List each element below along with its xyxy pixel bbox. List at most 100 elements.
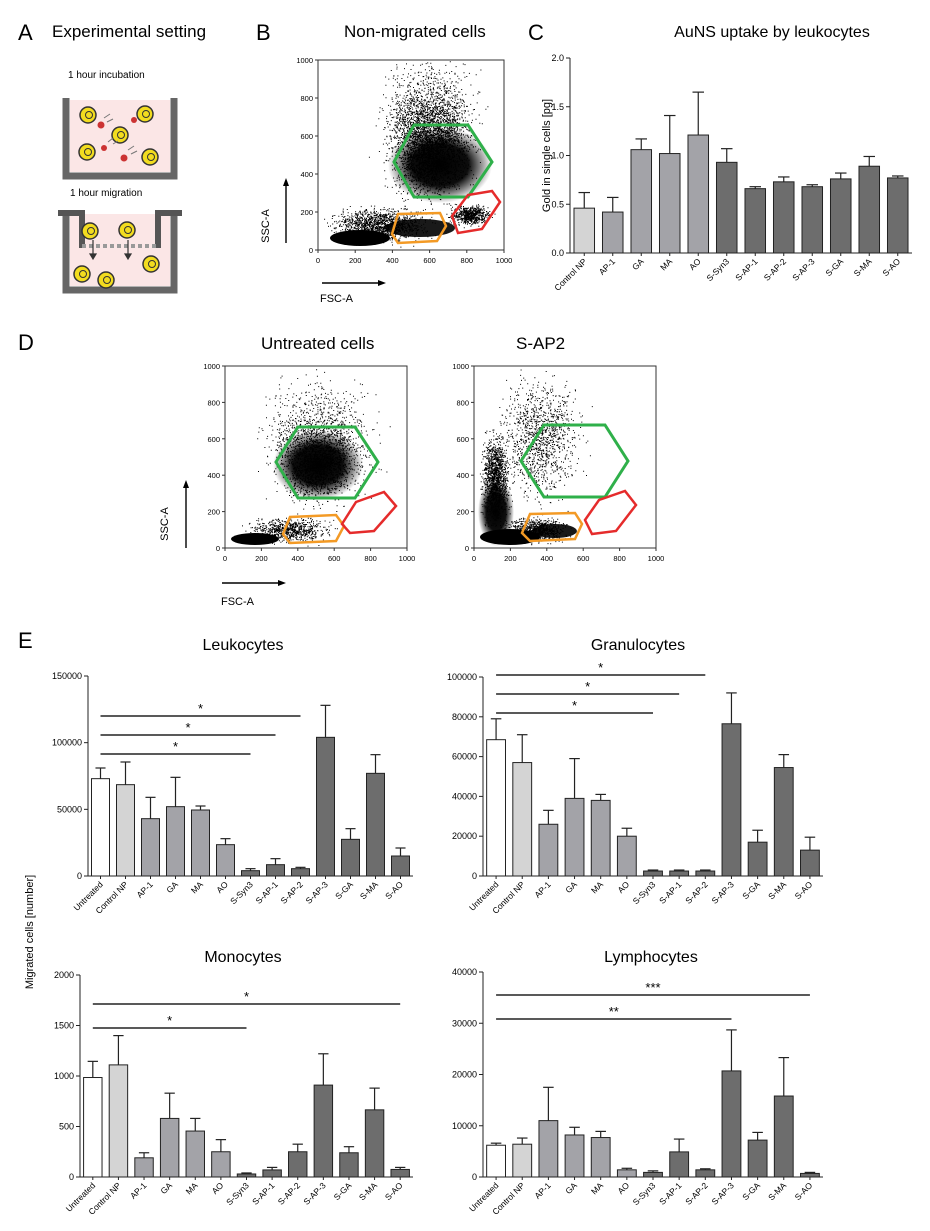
bar: [91, 778, 110, 877]
axis-ticks: 00 200 200 400 400 600 600 800 800 1000 1000: [296, 56, 512, 265]
y-tick-label: 80000: [452, 712, 477, 722]
axis-ticks: 00 200 200 400 400 600 600 800 800 1000 1000: [203, 362, 415, 563]
x-tick-label: 600: [577, 554, 590, 563]
y-tick-label: 1.5: [551, 102, 564, 112]
x-tick-label: 1000: [648, 554, 665, 563]
bar: [538, 1120, 559, 1178]
x-tick-label: S-Syn3: [631, 879, 658, 906]
granulocyte-gate: [274, 425, 380, 500]
x-tick-label: S-AP-3: [709, 1180, 736, 1207]
chart-title: AuNS uptake by leukocytes: [674, 24, 870, 41]
panel-c-letter: C: [528, 20, 544, 45]
y-tick-label: 500: [59, 1122, 74, 1132]
cell-icon: [78, 105, 159, 166]
x-tick-label: S-AP-2: [762, 256, 789, 283]
lymphocyte-gate: [520, 511, 584, 543]
x-tick-label: MA: [184, 1180, 200, 1196]
x-tick-label: S-Syn3: [228, 879, 255, 906]
migration-well-illustration: [58, 210, 182, 294]
panel-d-letter: D: [18, 330, 34, 355]
scatter-plot-b: 00 200 200 400 400 600 600 800 800 1000 1000: [296, 56, 512, 265]
y-tick-label: 200: [207, 508, 220, 517]
y-tick-label: 2.0: [551, 53, 564, 63]
y-tick-label: 1.0: [551, 151, 564, 161]
x-tick-label: 400: [386, 256, 399, 265]
x-tick-label: S-AO: [793, 879, 815, 901]
x-tick-label: AP-1: [128, 1180, 149, 1201]
panel-b-letter: B: [256, 20, 271, 45]
bar: [288, 1151, 308, 1178]
y-tick-label: 800: [456, 398, 469, 407]
bar: [108, 1064, 129, 1178]
panel-c: C AuNS uptake by leukocytes Gold in singl…: [528, 20, 912, 293]
x-tick-label: GA: [563, 879, 579, 895]
y-tick-label: 800: [207, 398, 220, 407]
x-tick-label: 600: [328, 554, 341, 563]
x-tick-label: AO: [210, 1180, 226, 1196]
panel-a: A Experimental setting 1 hour incubation…: [18, 20, 206, 294]
bar: [747, 1139, 768, 1178]
x-tick-label: S-AP-3: [301, 1180, 328, 1207]
y-tick-label: 0: [216, 544, 220, 553]
chart-lymphocytes: Lymphocytes010000200003000040000Untreate…: [452, 949, 823, 1217]
significance-label: *: [572, 698, 577, 713]
bar: [185, 1130, 205, 1178]
y-tick-label: 50000: [57, 804, 82, 814]
significance-label: *: [244, 989, 249, 1004]
bar: [564, 797, 585, 877]
y-tick-label: 30000: [452, 1018, 477, 1028]
significance-label: *: [167, 1013, 172, 1028]
bar: [313, 1084, 334, 1178]
y-tick-label: 0: [472, 871, 477, 881]
x-tick-label: S-AO: [383, 879, 405, 901]
x-tick-label: S-AP-2: [683, 1180, 710, 1207]
x-tick-label: S-GA: [740, 879, 762, 901]
bar: [616, 1169, 637, 1178]
y-tick-label: 200: [300, 208, 313, 217]
x-tick-label: S-AO: [793, 1180, 815, 1202]
scatter-plot-untreated: 00 200 200 400 400 600 600 800 800 1000 1000: [203, 362, 415, 563]
y-tick-label: 600: [300, 132, 313, 141]
x-tick-label: S-AP-3: [303, 879, 330, 906]
bar: [216, 844, 235, 877]
bar: [262, 1169, 282, 1178]
x-tick-label: MA: [589, 1180, 605, 1196]
x-axis-label: FSC-A: [320, 293, 354, 305]
bar: [744, 188, 767, 254]
bar: [886, 177, 909, 254]
significance-label: *: [198, 701, 203, 716]
chart-c: AuNS uptake by leukocytes Gold in single …: [541, 24, 912, 293]
dot-cloud: [237, 516, 338, 547]
panel-b: B Non-migrated cells 00 200 200 400 400 600 60…: [256, 20, 512, 305]
x-tick-label: AP-1: [532, 879, 553, 900]
migration-arrow-icon: [88, 240, 133, 261]
bar: [266, 864, 285, 877]
bar: [630, 149, 653, 254]
x-tick-label: AO: [616, 879, 632, 895]
bar: [141, 818, 160, 877]
x-tick-label: AO: [687, 256, 703, 272]
x-tick-label: S-MA: [766, 879, 788, 901]
monocyte-gate: [583, 489, 638, 536]
x-tick-label: AP-1: [597, 256, 618, 277]
y-tick-label: 600: [456, 435, 469, 444]
bar: [695, 1169, 716, 1178]
y-tick-label: 200: [456, 508, 469, 517]
monocyte-gate: [340, 490, 398, 535]
significance-label: *: [598, 660, 603, 675]
x-tick-label: 800: [364, 554, 377, 563]
x-tick-label: S-AP-1: [733, 256, 760, 283]
axis-arrow-icon: [283, 178, 386, 286]
bar: [772, 181, 795, 254]
bar: [339, 1152, 359, 1178]
y-tick-label: 1000: [452, 362, 469, 371]
y-tick-label: 20000: [452, 1070, 477, 1080]
panel-a-letter: A: [18, 20, 33, 45]
x-tick-label: S-MA: [357, 1180, 379, 1202]
panel-a-title: Experimental setting: [52, 22, 206, 41]
panel-e-letter: E: [18, 628, 33, 653]
bar: [564, 1134, 585, 1178]
x-tick-label: 600: [423, 256, 436, 265]
x-tick-label: AO: [616, 1180, 632, 1196]
granulocyte-gate: [519, 423, 630, 499]
